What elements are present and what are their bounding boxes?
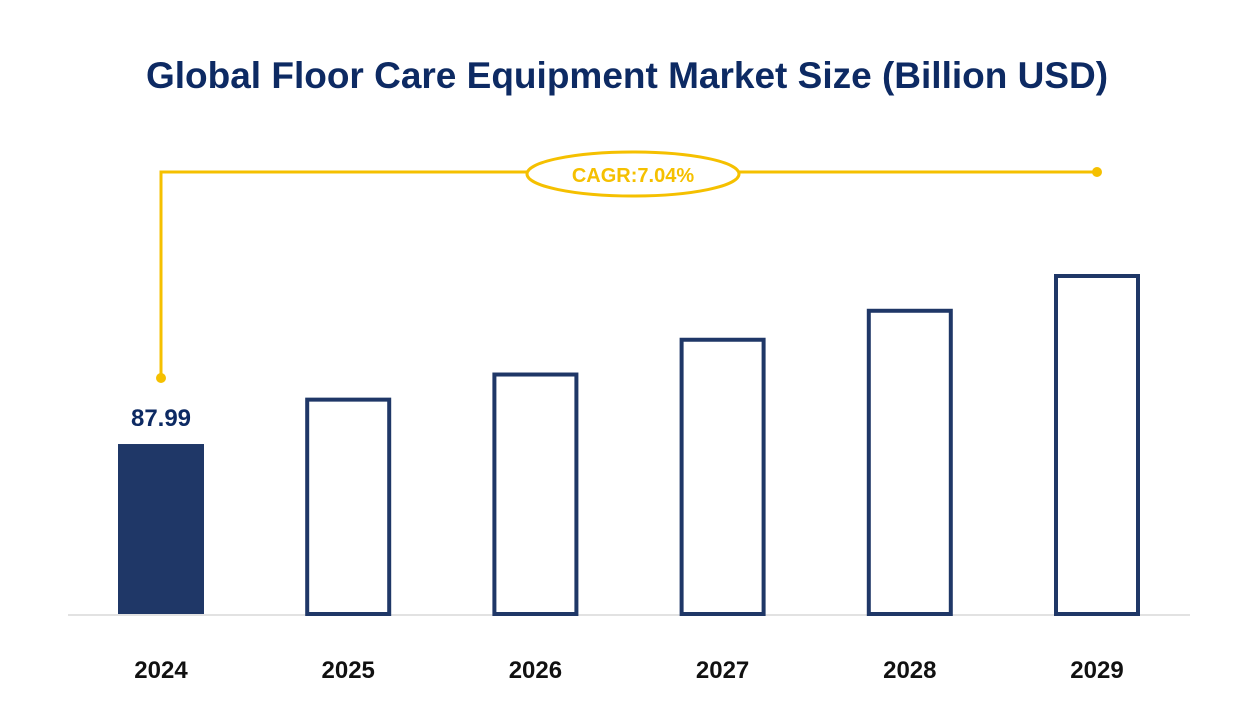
x-tick-label: 2026: [509, 657, 562, 684]
chart-title: Global Floor Care Equipment Market Size …: [146, 55, 1108, 96]
cagr-label: CAGR:7.04%: [572, 165, 694, 187]
bar-2024: [118, 444, 204, 614]
cagr-annotation: CAGR:7.04%: [156, 150, 1102, 383]
x-tick-label: 2028: [883, 657, 936, 684]
bar-2026: [492, 372, 579, 617]
bar-2028: [866, 308, 953, 616]
cagr-end-dot: [1092, 167, 1102, 177]
data-label: 87.99: [131, 405, 191, 432]
bar-2029: [1054, 274, 1140, 616]
x-tick-label: 2029: [1070, 657, 1123, 684]
x-tick-label: 2027: [696, 657, 749, 684]
x-tick-label: 2024: [134, 657, 188, 684]
bar-2027: [679, 337, 766, 616]
cagr-start-dot: [156, 373, 166, 383]
cagr-line: [159, 170, 1097, 378]
cagr-ellipse: [525, 150, 741, 198]
bar-2025: [305, 397, 392, 616]
x-tick-label: 2025: [322, 657, 375, 684]
